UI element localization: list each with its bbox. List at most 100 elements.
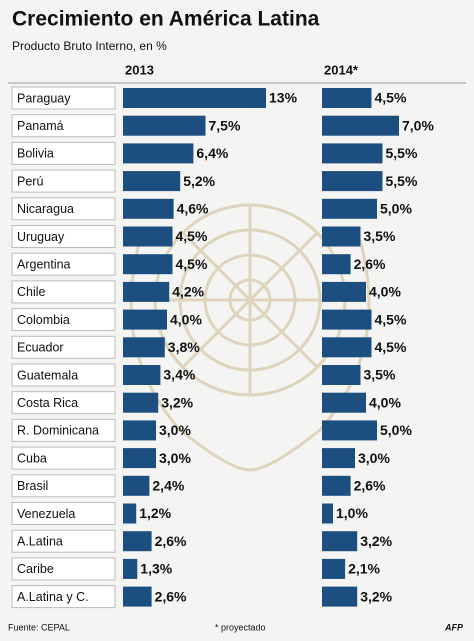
category-box — [11, 363, 116, 387]
category-label: Costa Rica — [17, 396, 78, 410]
category-box — [11, 197, 116, 221]
category-box — [11, 308, 116, 332]
value-label: 3,0% — [159, 422, 191, 438]
value-label: 2,4% — [152, 478, 184, 494]
bar — [123, 475, 150, 496]
bar — [123, 254, 173, 275]
chart-subtitle: Producto Bruto Interno, en % — [12, 39, 167, 53]
bar — [123, 586, 152, 607]
category-box — [11, 557, 116, 581]
bar — [322, 448, 355, 469]
value-label: 2,6% — [155, 588, 187, 604]
bar — [322, 198, 377, 219]
category-box — [11, 585, 116, 609]
value-label: 5,0% — [380, 422, 412, 438]
series-header: 2013 — [125, 62, 154, 77]
bar — [322, 337, 372, 358]
category-label: Paraguay — [17, 91, 71, 105]
value-label: 3,0% — [358, 450, 390, 466]
category-label: A.Latina y C. — [17, 590, 89, 604]
category-box — [11, 141, 116, 165]
value-label: 4,2% — [172, 284, 204, 300]
category-label: Colombia — [17, 313, 70, 327]
category-box — [11, 418, 116, 442]
category-label: Argentina — [17, 257, 71, 271]
value-label: 4,6% — [177, 201, 209, 217]
value-label: 4,5% — [375, 90, 407, 106]
value-label: 3,0% — [159, 450, 191, 466]
bar — [322, 392, 366, 413]
value-label: 7,0% — [402, 117, 434, 133]
category-label: Chile — [17, 285, 46, 299]
value-label: 1,2% — [139, 505, 171, 521]
category-box — [11, 86, 116, 110]
bar — [123, 503, 137, 524]
category-label: Venezuela — [17, 507, 75, 521]
value-label: 4,0% — [170, 311, 202, 327]
value-label: 3,2% — [360, 588, 392, 604]
bar — [123, 558, 138, 579]
value-label: 5,0% — [380, 201, 412, 217]
bar — [322, 226, 361, 247]
bar — [322, 88, 372, 108]
category-label: Guatemala — [17, 368, 78, 382]
category-box — [11, 114, 116, 138]
bar — [322, 281, 366, 302]
category-label: Cuba — [17, 451, 47, 465]
value-label: 1,3% — [140, 561, 172, 577]
value-label: 7,5% — [209, 117, 241, 133]
category-box — [11, 391, 116, 415]
bar — [123, 143, 194, 164]
category-label: Brasil — [17, 479, 48, 493]
note: * proyectado — [215, 622, 266, 632]
value-label: 3,4% — [163, 367, 195, 383]
value-label: 3,2% — [360, 533, 392, 549]
value-label: 3,2% — [161, 394, 193, 410]
category-box — [11, 169, 116, 193]
bar — [322, 143, 383, 164]
bar — [322, 365, 361, 385]
category-box — [11, 446, 116, 470]
category-box — [11, 280, 116, 304]
bar — [123, 365, 161, 385]
value-label: 3,8% — [168, 339, 200, 355]
category-box — [11, 335, 116, 359]
category-label: Perú — [17, 174, 43, 188]
category-box — [11, 502, 116, 525]
value-label: 1,0% — [336, 505, 368, 521]
bar — [123, 392, 159, 413]
bar — [123, 281, 170, 302]
credit: AFP — [444, 622, 464, 632]
value-label: 4,5% — [176, 256, 208, 272]
value-label: 13% — [269, 90, 298, 106]
bar — [123, 448, 156, 469]
bar — [123, 226, 173, 247]
category-label: Panamá — [17, 119, 64, 133]
bar — [322, 420, 377, 441]
bar — [322, 586, 358, 607]
bar — [322, 475, 351, 496]
category-label: Uruguay — [17, 230, 65, 244]
category-label: Bolivia — [17, 147, 54, 161]
bar — [123, 115, 206, 136]
category-label: Caribe — [17, 562, 54, 576]
value-label: 5,5% — [386, 145, 418, 161]
bar — [322, 115, 399, 136]
bar — [123, 198, 174, 219]
series-header: 2014* — [324, 62, 359, 77]
value-label: 2,1% — [348, 561, 380, 577]
bar — [322, 254, 351, 275]
value-label: 4,5% — [375, 311, 407, 327]
bar — [123, 337, 165, 358]
value-label: 6,4% — [196, 145, 228, 161]
value-label: 2,6% — [155, 533, 187, 549]
value-label: 3,5% — [364, 228, 396, 244]
category-box — [11, 529, 116, 553]
bar — [123, 171, 181, 192]
category-label: R. Dominicana — [17, 424, 99, 438]
value-label: 4,0% — [369, 284, 401, 300]
chart-title: Crecimiento en América Latina — [12, 8, 320, 31]
value-label: 5,2% — [183, 173, 215, 189]
value-label: 4,5% — [375, 339, 407, 355]
bar — [322, 531, 358, 552]
